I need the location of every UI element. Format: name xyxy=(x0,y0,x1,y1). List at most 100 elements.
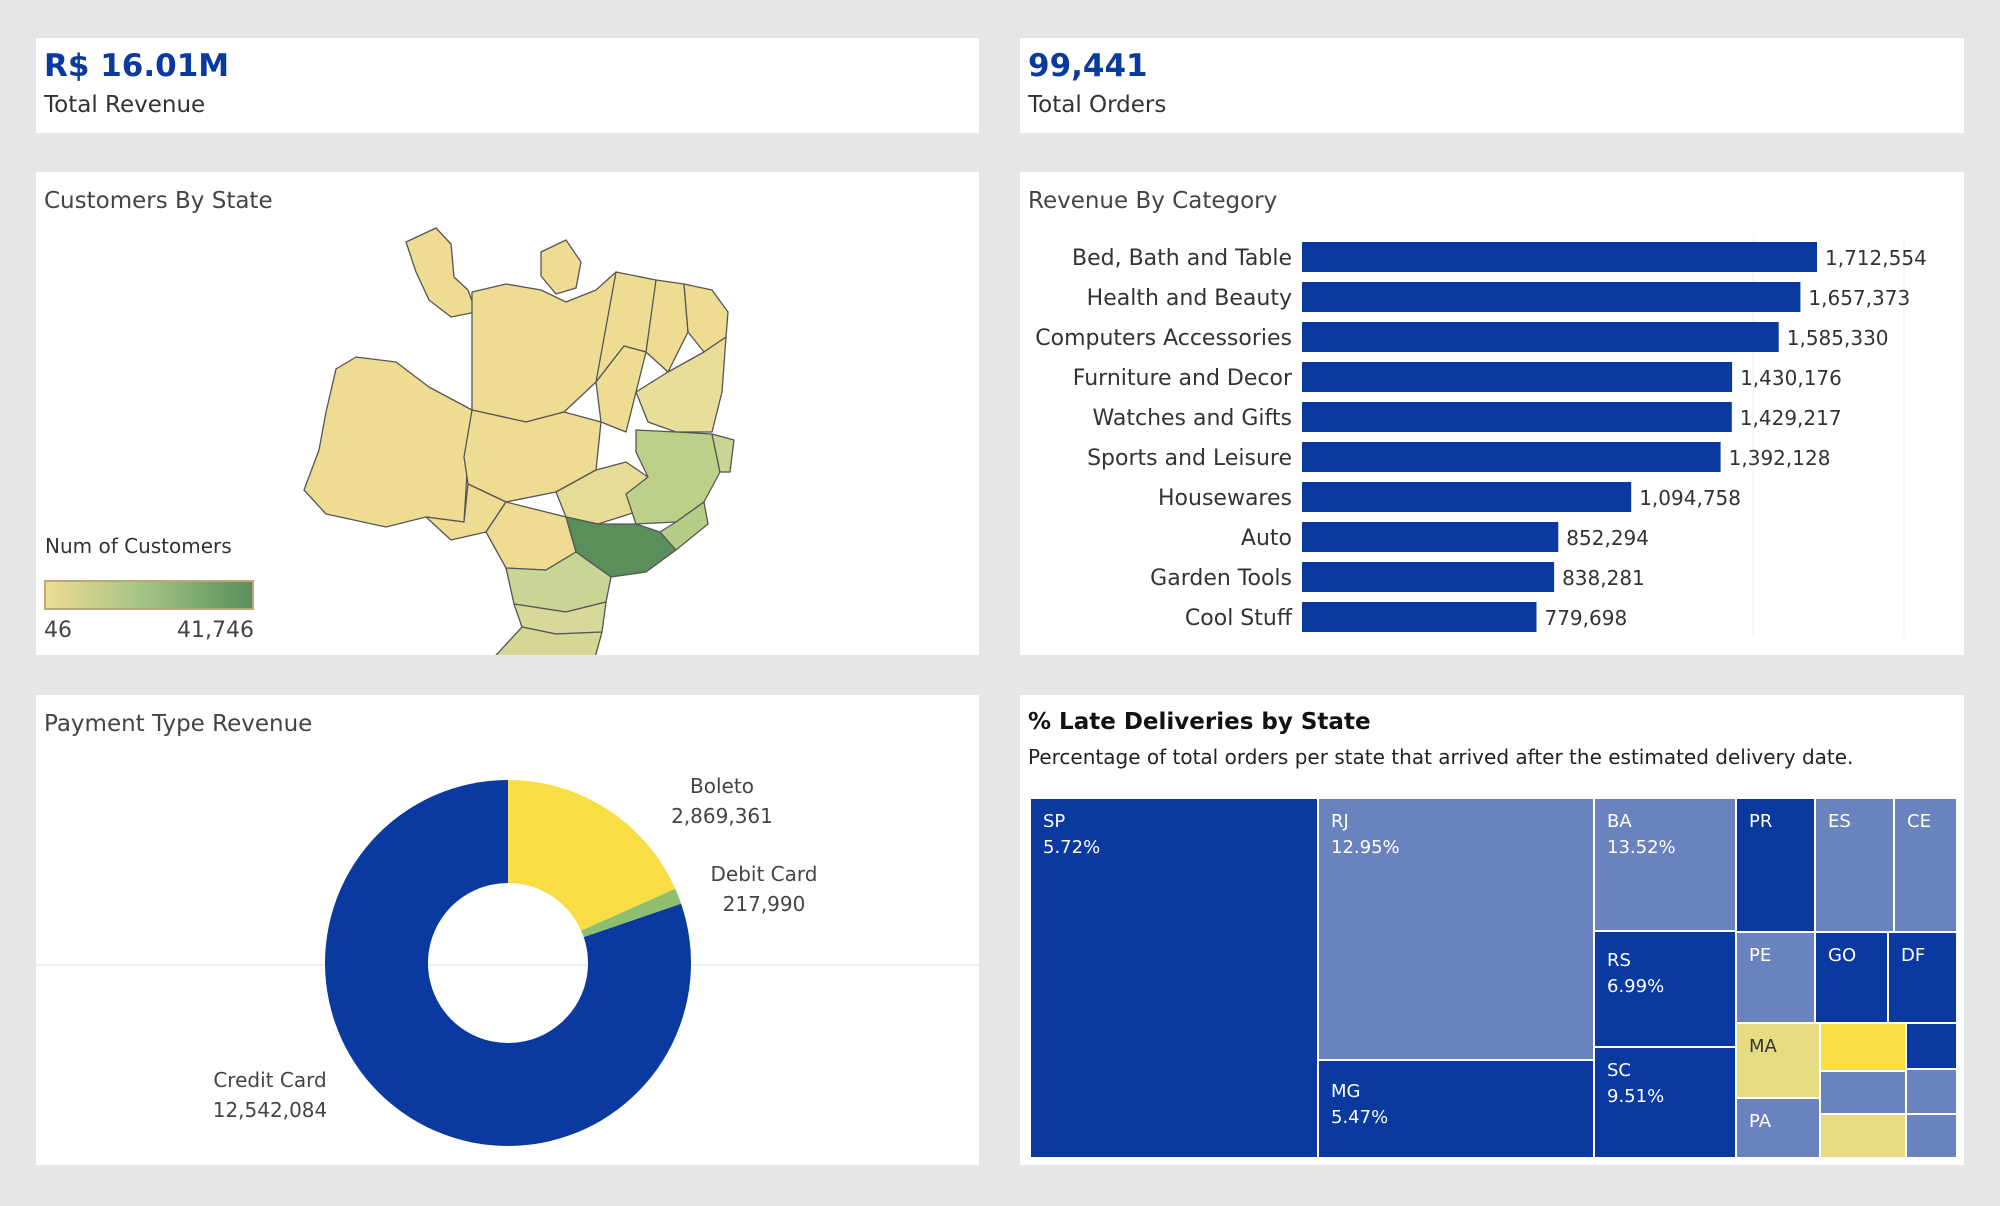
treemap-state-label: SP xyxy=(1043,811,1066,832)
treemap-cell-pr[interactable]: PR xyxy=(1736,798,1815,932)
bar-value-label: 1,392,128 xyxy=(1729,446,1831,470)
treemap-state-label: MG xyxy=(1331,1081,1361,1102)
treemap-value-label: 13.52% xyxy=(1607,837,1676,858)
treemap-value-label: 5.72% xyxy=(1043,837,1101,858)
treemap-cell-small[interactable] xyxy=(1820,1071,1906,1114)
treemap-state-label: ES xyxy=(1828,811,1851,832)
treemap-cell-small[interactable] xyxy=(1906,1069,1957,1114)
treemap-state-label: BA xyxy=(1607,811,1632,832)
donut-slice[interactable] xyxy=(581,888,682,938)
total-revenue-label: Total Revenue xyxy=(44,92,206,118)
bar-value-label: 779,698 xyxy=(1544,606,1627,630)
treemap-cell-sp[interactable]: SP 5.72% xyxy=(1030,798,1318,1158)
slice-value-label: 2,869,361 xyxy=(671,804,773,828)
category-label: Housewares xyxy=(1158,486,1292,511)
slice-value-label: 217,990 xyxy=(723,892,806,916)
category-bar[interactable] xyxy=(1302,602,1537,632)
treemap-cell-small[interactable] xyxy=(1820,1114,1906,1158)
late-deliveries-title: % Late Deliveries by State xyxy=(1028,709,1371,735)
donut-slice[interactable] xyxy=(508,780,676,931)
slice-category-label: Credit Card xyxy=(213,1068,326,1092)
category-label: Computers Accessories xyxy=(1035,326,1292,351)
map-state-rs xyxy=(495,626,603,655)
treemap-state-label: MA xyxy=(1749,1036,1777,1057)
treemap-cell-ma[interactable]: MA xyxy=(1736,1023,1820,1098)
bar-value-label: 838,281 xyxy=(1562,566,1645,590)
bar-value-label: 1,712,554 xyxy=(1825,246,1927,270)
payment-type-revenue-title: Payment Type Revenue xyxy=(44,711,313,737)
brazil-map[interactable] xyxy=(36,172,979,655)
category-bar[interactable] xyxy=(1302,402,1732,432)
treemap-state-label: SC xyxy=(1607,1060,1631,1081)
customers-by-state-title: Customers By State xyxy=(44,188,273,214)
bar-value-label: 1,657,373 xyxy=(1808,286,1910,310)
treemap-cell-small[interactable] xyxy=(1906,1114,1957,1158)
treemap-state-label: RJ xyxy=(1331,811,1349,832)
treemap-cell-ba[interactable]: BA 13.52% xyxy=(1594,798,1736,931)
category-label: Health and Beauty xyxy=(1087,286,1292,311)
treemap-state-label: RS xyxy=(1607,950,1631,971)
donut-slice[interactable] xyxy=(324,780,691,1146)
category-bar[interactable] xyxy=(1302,522,1559,552)
revenue-by-category-title: Revenue By Category xyxy=(1028,188,1278,214)
treemap-cell-sc[interactable]: SC 9.51% xyxy=(1594,1047,1736,1158)
treemap-cell-ce[interactable]: CE xyxy=(1894,798,1957,932)
treemap-value-label: 9.51% xyxy=(1607,1086,1665,1107)
bar-value-label: 1,585,330 xyxy=(1787,326,1889,350)
legend-min-value: 46 xyxy=(44,618,72,643)
treemap-cell-pa[interactable]: PA xyxy=(1736,1098,1820,1158)
bar-value-label: 1,094,758 xyxy=(1639,486,1741,510)
treemap-cell-small[interactable] xyxy=(1820,1023,1906,1071)
late-deliveries-subtitle: Percentage of total orders per state tha… xyxy=(1028,745,1854,769)
treemap-cell-go[interactable]: GO xyxy=(1815,932,1888,1023)
map-state-rr xyxy=(405,227,477,318)
treemap-state-label: PA xyxy=(1749,1111,1772,1132)
legend-max-value: 41,746 xyxy=(177,618,254,643)
treemap-state-label: PE xyxy=(1749,945,1772,966)
map-state-am xyxy=(303,356,473,528)
category-bar[interactable] xyxy=(1302,362,1733,392)
late-deliveries-panel: % Late Deliveries by State Percentage of… xyxy=(1020,695,1964,1165)
payment-type-donut-chart[interactable]: Boleto 2,869,361 Debit Card 217,990 Credit C… xyxy=(36,695,979,1165)
slice-category-label: Boleto xyxy=(690,774,754,798)
bar-value-label: 1,430,176 xyxy=(1740,366,1842,390)
category-bar[interactable] xyxy=(1302,242,1817,272)
treemap-state-label: PR xyxy=(1749,811,1773,832)
legend-title: Num of Customers xyxy=(45,534,232,558)
treemap-value-label: 12.95% xyxy=(1331,837,1400,858)
category-label: Watches and Gifts xyxy=(1093,406,1292,431)
category-label: Sports and Leisure xyxy=(1087,446,1292,471)
treemap-value-label: 6.99% xyxy=(1607,976,1665,997)
category-bar[interactable] xyxy=(1302,322,1779,352)
category-bar[interactable] xyxy=(1302,442,1721,472)
treemap-cell-pe[interactable]: PE xyxy=(1736,932,1815,1023)
treemap-cell-es[interactable]: ES xyxy=(1815,798,1894,932)
slice-category-label: Debit Card xyxy=(711,862,818,886)
category-label: Bed, Bath and Table xyxy=(1072,246,1292,271)
map-state-ap xyxy=(540,239,582,295)
slice-value-label: 12,542,084 xyxy=(213,1098,328,1122)
map-state-ba xyxy=(635,336,727,433)
category-label: Garden Tools xyxy=(1150,566,1292,591)
color-scale-legend xyxy=(44,580,254,610)
treemap-state-label: GO xyxy=(1828,945,1857,966)
treemap-cell-rs[interactable]: RS 6.99% xyxy=(1594,931,1736,1047)
total-orders-card: 99,441 Total Orders xyxy=(1020,38,1964,133)
category-bar[interactable] xyxy=(1302,482,1632,512)
treemap-cell-small[interactable] xyxy=(1906,1023,1957,1069)
total-orders-label: Total Orders xyxy=(1028,92,1167,118)
revenue-by-category-chart[interactable]: Bed, Bath and Table 1,712,554 Health and B… xyxy=(1020,172,1964,655)
bar-value-label: 1,429,217 xyxy=(1740,406,1842,430)
map-state-rj xyxy=(659,501,709,551)
revenue-by-category-panel: Revenue By Category Bed, Bath and Table 1… xyxy=(1020,172,1964,655)
treemap-cell-rj[interactable]: RJ 12.95% xyxy=(1318,798,1594,1060)
category-bar[interactable] xyxy=(1302,282,1801,312)
treemap-value-label: 5.47% xyxy=(1331,1107,1389,1128)
map-state-es xyxy=(711,433,735,473)
treemap-cell-mg[interactable]: MG 5.47% xyxy=(1318,1060,1594,1158)
treemap-cell-df[interactable]: DF xyxy=(1888,932,1957,1023)
total-orders-value: 99,441 xyxy=(1028,48,1148,84)
category-bar[interactable] xyxy=(1302,562,1555,592)
payment-type-revenue-panel: Payment Type Revenue Boleto 2,869,361 Debi… xyxy=(36,695,979,1165)
category-label: Furniture and Decor xyxy=(1073,366,1293,391)
